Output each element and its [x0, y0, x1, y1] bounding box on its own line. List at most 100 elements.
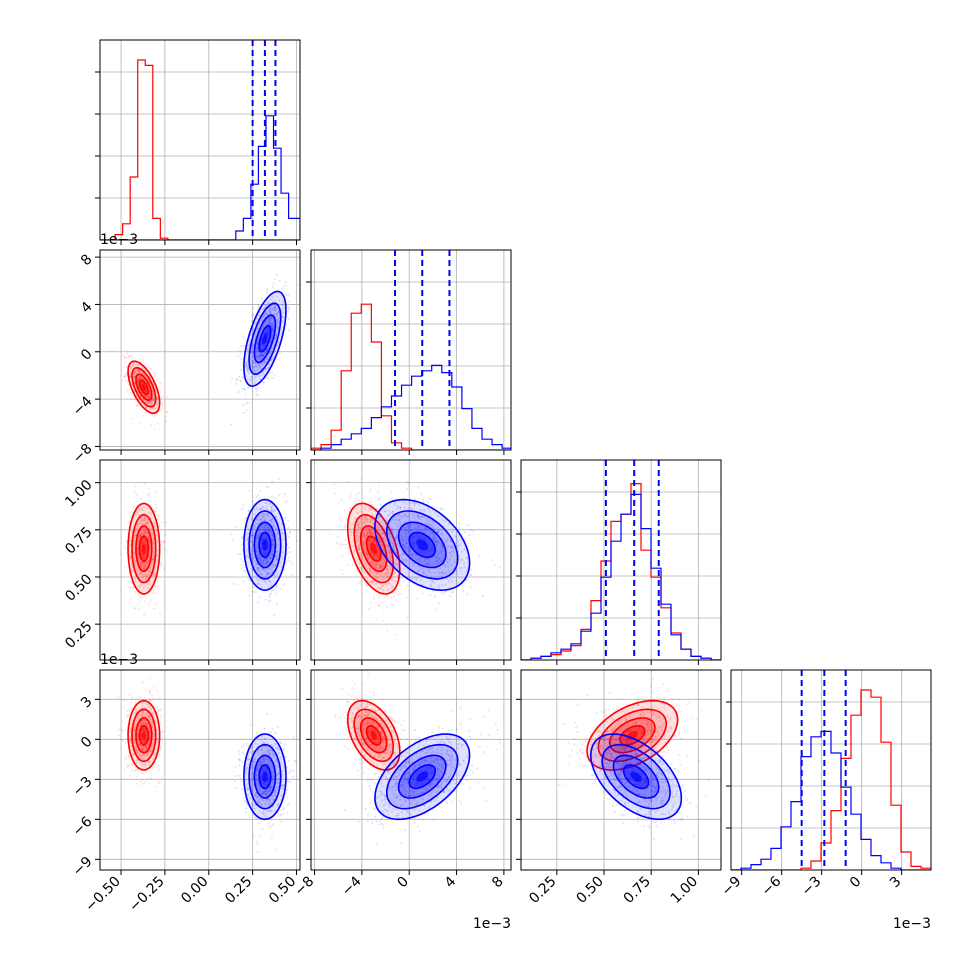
scatter-point: [152, 396, 155, 399]
scatter-point: [129, 539, 132, 542]
contour-blue: [248, 302, 282, 376]
scatter-point: [253, 590, 256, 593]
scatter-point: [254, 361, 257, 364]
scatter-point: [386, 589, 389, 592]
scatter-point: [368, 507, 371, 510]
scatter-point: [271, 295, 274, 298]
scatter-point: [271, 539, 274, 542]
scatter-point: [413, 527, 416, 530]
scatter-point: [288, 308, 291, 311]
scatter-point: [361, 535, 364, 538]
scatter-point: [142, 533, 145, 536]
scatter-point: [140, 748, 143, 751]
scatter-point: [266, 508, 269, 511]
scatter-point: [350, 531, 353, 534]
scatter-point: [147, 535, 150, 538]
scatter-point: [377, 604, 380, 607]
panel-frame: [99, 39, 301, 241]
scatter-point: [386, 572, 389, 575]
scatter-point: [410, 541, 413, 544]
scatter-point: [158, 709, 161, 712]
scatter-point: [262, 355, 265, 358]
scatter-point: [239, 345, 242, 348]
scatter-point: [395, 562, 398, 565]
scatter-point: [129, 369, 132, 372]
scatter-point: [404, 507, 407, 510]
scatter-point: [137, 547, 140, 550]
scatter-point: [265, 504, 268, 507]
scatter-point: [156, 402, 159, 405]
scatter-point: [152, 557, 155, 560]
scatter-point: [427, 569, 430, 572]
scatter-point: [274, 307, 277, 310]
scatter-point: [152, 743, 155, 746]
scatter-point: [429, 554, 432, 557]
scatter-point: [152, 732, 155, 735]
scatter-point: [265, 524, 268, 527]
scatter-point: [261, 515, 264, 518]
scatter-point: [146, 401, 149, 404]
scatter-point: [399, 523, 402, 526]
scatter-point: [135, 747, 138, 750]
scatter-point: [134, 748, 137, 751]
scatter-point: [394, 633, 397, 636]
scatter-point: [358, 582, 361, 585]
scatter-point: [260, 586, 263, 589]
scatter-point: [141, 729, 144, 732]
scatter-point: [368, 490, 371, 493]
scatter-point: [148, 396, 151, 399]
scatter-point: [375, 563, 378, 566]
scatter-point: [150, 721, 153, 724]
scatter-point: [441, 519, 444, 522]
scatter-point: [128, 520, 131, 523]
scatter-point: [133, 539, 136, 542]
scatter-point: [402, 501, 405, 504]
scatter-point: [254, 362, 257, 365]
scatter-point: [138, 587, 141, 590]
scatter-point: [148, 392, 151, 395]
scatter-point: [394, 537, 397, 540]
scatter-point: [399, 506, 402, 509]
scatter-point: [284, 501, 287, 504]
scatter-point: [252, 362, 255, 365]
scatter-point: [404, 549, 407, 552]
scatter-point: [142, 727, 145, 730]
scatter-point: [372, 540, 375, 543]
scatter-point: [276, 571, 279, 574]
scatter-point: [250, 360, 253, 363]
scatter-point: [478, 555, 481, 558]
scatter-point: [371, 561, 374, 564]
scatter-point: [270, 495, 273, 498]
scatter-point: [145, 770, 148, 773]
scatter-point: [260, 549, 263, 552]
scatter-point: [413, 504, 416, 507]
scatter-point: [429, 514, 432, 517]
scatter-point: [264, 552, 267, 555]
scatter-point: [135, 768, 138, 771]
scatter-point: [255, 365, 258, 368]
scatter-point: [253, 561, 256, 564]
scatter-point: [402, 553, 405, 556]
scatter-point: [149, 689, 152, 692]
scatter-point: [245, 361, 248, 364]
contour-red: [365, 535, 382, 562]
scatter-point: [428, 510, 431, 513]
scatter-point: [368, 556, 371, 559]
panel-2-0: 0.250.500.751.00: [62, 459, 301, 665]
scatter-point: [400, 539, 403, 542]
scatter-point: [250, 540, 253, 543]
scatter-point: [266, 573, 269, 576]
scatter-point: [395, 558, 398, 561]
scatter-point: [369, 568, 372, 571]
scatter-point: [136, 523, 139, 526]
scatter-point: [417, 569, 420, 572]
scatter-point: [442, 593, 445, 596]
scatter-point: [436, 542, 439, 545]
scatter-point: [372, 580, 375, 583]
scatter-point: [251, 315, 254, 318]
scatter-point: [388, 556, 391, 559]
scatter-point: [370, 508, 373, 511]
scatter-point: [151, 720, 154, 723]
scatter-point: [386, 573, 389, 576]
scatter-point: [268, 318, 271, 321]
